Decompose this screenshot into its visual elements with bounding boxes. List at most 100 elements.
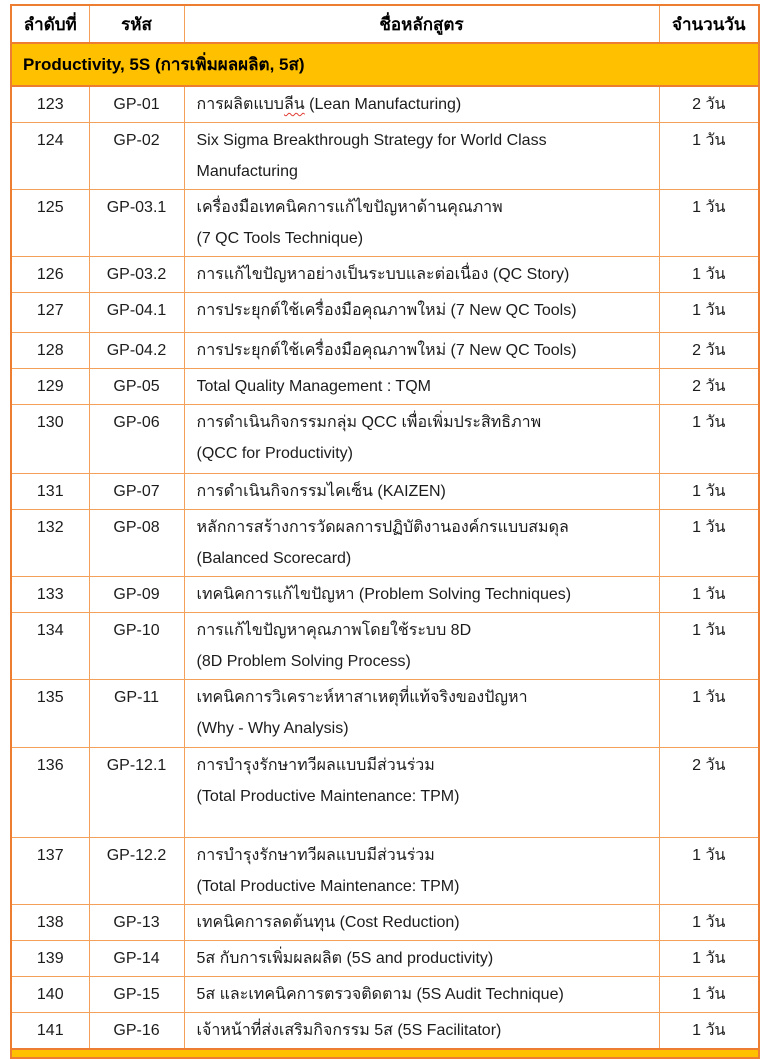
course-code-cell: GP-14: [88, 940, 185, 977]
course-code-cell: GP-06: [88, 404, 185, 474]
course-name-line: Six Sigma Breakthrough Strategy for Worl…: [196, 132, 547, 149]
table-row: 130 GP-06 การดำเนินกิจกรรมกลุ่ม QCC เพื่อเ…: [10, 404, 760, 474]
row-number-cell: 124: [10, 122, 90, 190]
course-code-cell: GP-12.1: [88, 747, 185, 838]
course-days-cell: 1 วัน: [658, 837, 760, 905]
course-days-cell: 1 วัน: [658, 404, 760, 474]
course-name-line: การแก้ไขปัญหาอย่างเป็นระบบและต่อเนื่อง (…: [196, 266, 570, 283]
row-number-cell: 126: [10, 256, 90, 293]
course-name-line: หลักการสร้างการวัดผลการปฏิบัติงานองค์กรแ…: [196, 519, 569, 536]
course-name-line: การประยุกต์ใช้เครื่องมือคุณภาพใหม่ (7 Ne…: [196, 302, 577, 319]
table-row: 126 GP-03.2 การแก้ไขปัญหาอย่างเป็นระบบและต…: [10, 256, 760, 293]
course-name-cell: Six Sigma Breakthrough Strategy for Worl…: [183, 122, 660, 190]
course-name-line: (QCC for Productivity): [196, 445, 353, 462]
course-days-cell: 1 วัน: [658, 612, 760, 680]
course-code-cell: GP-09: [88, 576, 185, 613]
row-number-cell: 139: [10, 940, 90, 977]
course-code-cell: GP-13: [88, 904, 185, 941]
course-name-cell: เครื่องมือเทคนิคการแก้ไขปัญหาด้านคุณภาพ (…: [183, 189, 660, 257]
course-code-cell: GP-02: [88, 122, 185, 190]
row-number-cell: 130: [10, 404, 90, 474]
table-row: 140 GP-15 5ส และเทคนิคการตรวจติดตาม (5S Au…: [10, 976, 760, 1013]
course-name-line: การประยุกต์ใช้เครื่องมือคุณภาพใหม่ (7 Ne…: [196, 342, 577, 359]
course-name-cell: การประยุกต์ใช้เครื่องมือคุณภาพใหม่ (7 Ne…: [183, 292, 660, 333]
course-days-cell: 1 วัน: [658, 940, 760, 977]
course-name-cell: การดำเนินกิจกรรมไคเซ็น (KAIZEN): [183, 473, 660, 510]
table-row: 132 GP-08 หลักการสร้างการวัดผลการปฏิบัติงา…: [10, 509, 760, 577]
course-name-line: การแก้ไขปัญหาคุณภาพโดยใช้ระบบ 8D: [196, 622, 472, 639]
row-number-cell: 131: [10, 473, 90, 510]
table-row: 141 GP-16 เจ้าหน้าที่ส่งเสริมกิจกรรม 5ส (5…: [10, 1012, 760, 1050]
row-number-cell: 135: [10, 679, 90, 748]
row-number-cell: 125: [10, 189, 90, 257]
row-number-cell: 137: [10, 837, 90, 905]
course-name-cell: หลักการสร้างการวัดผลการปฏิบัติงานองค์กรแ…: [183, 509, 660, 577]
course-code-cell: GP-11: [88, 679, 185, 748]
row-number-cell: 123: [10, 85, 90, 123]
row-number-cell: 134: [10, 612, 90, 680]
course-days-cell: 2 วัน: [658, 747, 760, 838]
course-days-cell: 1 วัน: [658, 679, 760, 748]
course-name-line: 5ส และเทคนิคการตรวจติดตาม (5S Audit Tech…: [196, 986, 564, 1003]
course-name-line: เทคนิคการแก้ไขปัญหา (Problem Solving Tec…: [196, 586, 572, 603]
course-code-cell: GP-16: [88, 1012, 185, 1050]
course-code-cell: GP-03.1: [88, 189, 185, 257]
course-name-cell: การแก้ไขปัญหาคุณภาพโดยใช้ระบบ 8D (8D Prob…: [183, 612, 660, 680]
course-name-line: การดำเนินกิจกรรมไคเซ็น (KAIZEN): [196, 483, 446, 500]
course-name-cell: เทคนิคการลดต้นทุน (Cost Reduction): [183, 904, 660, 941]
course-code-cell: GP-07: [88, 473, 185, 510]
course-name-line: 5ส กับการเพิ่มผลผลิต (5S and productivit…: [196, 950, 494, 967]
course-days-cell: 2 วัน: [658, 368, 760, 405]
course-name-line: (Why - Why Analysis): [196, 720, 349, 737]
course-days-cell: 1 วัน: [658, 473, 760, 510]
course-days-cell: 1 วัน: [658, 189, 760, 257]
course-code-cell: GP-10: [88, 612, 185, 680]
course-code-cell: GP-05: [88, 368, 185, 405]
course-name-line: Manufacturing: [196, 163, 298, 180]
course-name-cell: การแก้ไขปัญหาอย่างเป็นระบบและต่อเนื่อง (…: [183, 256, 660, 293]
table-row: 134 GP-10 การแก้ไขปัญหาคุณภาพโดยใช้ระบบ 8D…: [10, 612, 760, 680]
course-name-line: (Total Productive Maintenance: TPM): [196, 788, 460, 805]
course-days-cell: 1 วัน: [658, 509, 760, 577]
column-header-number: ลำดับที่: [10, 4, 90, 44]
course-name-line: เทคนิคการลดต้นทุน (Cost Reduction): [196, 914, 460, 931]
course-name-cell: เทคนิคการแก้ไขปัญหา (Problem Solving Tec…: [183, 576, 660, 613]
row-number-cell: 138: [10, 904, 90, 941]
table-row: 137 GP-12.2 การบำรุงรักษาทวีผลแบบมีส่วนร่ว…: [10, 837, 760, 905]
course-name-line: (8D Problem Solving Process): [196, 653, 411, 670]
course-name-line: (Balanced Scorecard): [196, 550, 352, 567]
course-name-line: Total Quality Management : TQM: [196, 378, 431, 395]
course-days-cell: 1 วัน: [658, 256, 760, 293]
table-row: 129 GP-05 Total Quality Management : TQM 2 …: [10, 368, 760, 405]
row-number-cell: 141: [10, 1012, 90, 1050]
course-name-cell: Total Quality Management : TQM: [183, 368, 660, 405]
course-code-cell: GP-03.2: [88, 256, 185, 293]
course-name-line: เครื่องมือเทคนิคการแก้ไขปัญหาด้านคุณภาพ: [196, 199, 503, 216]
course-days-cell: 2 วัน: [658, 85, 760, 123]
course-name-line: (7 QC Tools Technique): [196, 230, 364, 247]
row-number-cell: 136: [10, 747, 90, 838]
column-header-course-name: ชื่อหลักสูตร: [183, 4, 660, 44]
table-row: 123 GP-01 การผลิตแบบลีน (Lean Manufacturin…: [10, 85, 760, 123]
course-name-cell: เทคนิคการวิเคราะห์หาสาเหตุที่แท้จริงของป…: [183, 679, 660, 748]
course-name-cell: การบำรุงรักษาทวีผลแบบมีส่วนร่วม (Total Pr…: [183, 837, 660, 905]
course-name-line: การผลิตแบบลีน (Lean Manufacturing): [196, 96, 462, 113]
section-header-row: Productivity, 5S (การเพิ่มผลผลิต, 5ส): [10, 42, 760, 87]
table-row: 124 GP-02 Six Sigma Breakthrough Strategy …: [10, 122, 760, 190]
row-number-cell: 132: [10, 509, 90, 577]
row-number-cell: 129: [10, 368, 90, 405]
row-number-cell: 127: [10, 292, 90, 333]
row-number-cell: 140: [10, 976, 90, 1013]
course-name-cell: การผลิตแบบลีน (Lean Manufacturing): [183, 85, 660, 123]
course-name-cell: 5ส กับการเพิ่มผลผลิต (5S and productivit…: [183, 940, 660, 977]
table-row: 135 GP-11 เทคนิคการวิเคราะห์หาสาเหตุที่แท้…: [10, 679, 760, 748]
course-table: ลำดับที่ รหัส ชื่อหลักสูตร จำนวนวัน Prod…: [10, 4, 760, 1059]
table-row: 131 GP-07 การดำเนินกิจกรรมไคเซ็น (KAIZEN) 1…: [10, 473, 760, 510]
row-number-cell: 133: [10, 576, 90, 613]
course-name-line: การบำรุงรักษาทวีผลแบบมีส่วนร่วม: [196, 757, 435, 774]
spellcheck-underline: ลีน: [283, 96, 305, 113]
table-row: 139 GP-14 5ส กับการเพิ่มผลผลิต (5S and pro…: [10, 940, 760, 977]
course-name-cell: 5ส และเทคนิคการตรวจติดตาม (5S Audit Tech…: [183, 976, 660, 1013]
course-days-cell: 1 วัน: [658, 904, 760, 941]
table-row: 127 GP-04.1 การประยุกต์ใช้เครื่องมือคุณภาพ…: [10, 292, 760, 333]
